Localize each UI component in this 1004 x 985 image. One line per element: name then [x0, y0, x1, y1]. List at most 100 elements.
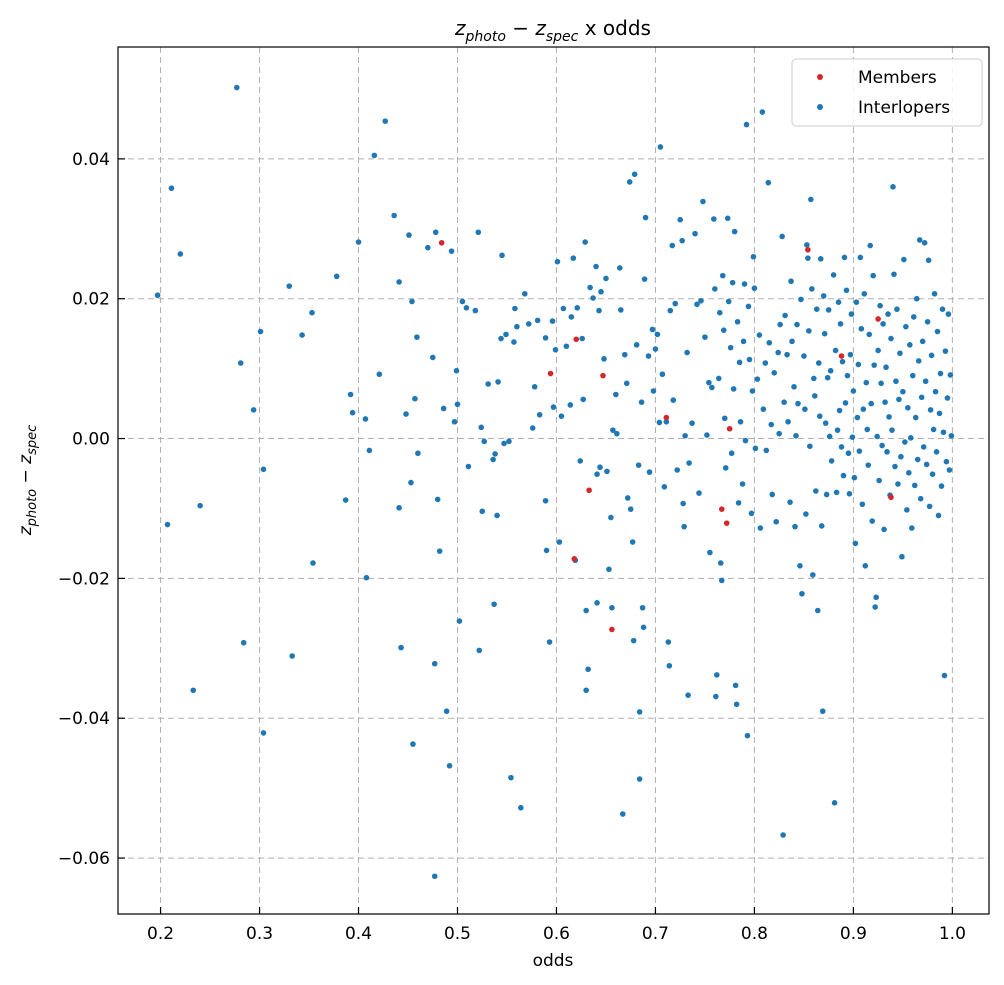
interloper-point: [529, 425, 536, 431]
interloper-point: [883, 364, 889, 371]
interloper-point: [432, 229, 439, 236]
interloper-point: [408, 479, 414, 486]
interloper-point: [606, 566, 612, 573]
interloper-point: [511, 339, 517, 345]
interloper-point: [809, 286, 815, 292]
interloper-point: [827, 367, 834, 374]
interloper-point: [512, 305, 518, 312]
interloper-point: [629, 539, 636, 545]
interloper-point: [582, 239, 588, 245]
interloper-point: [822, 420, 829, 426]
interloper-point: [808, 196, 814, 203]
interloper-point: [849, 434, 856, 440]
interloper-point: [260, 730, 267, 736]
interloper-point: [403, 411, 409, 417]
interloper-point: [835, 299, 842, 306]
interloper-point: [868, 400, 875, 407]
interloper-point: [508, 774, 514, 781]
interloper-point: [885, 311, 891, 317]
interloper-point: [333, 273, 340, 280]
interloper-point: [729, 279, 736, 286]
interloper-point: [448, 248, 455, 254]
interloper-point: [666, 662, 673, 669]
x-tick-label: 0.7: [642, 924, 669, 944]
interloper-point: [702, 334, 708, 340]
interloper-point: [712, 286, 718, 292]
interloper-point: [913, 295, 920, 302]
interloper-point: [310, 560, 316, 566]
interloper-point: [680, 500, 686, 507]
interloper-point: [465, 463, 472, 470]
interloper-point: [698, 298, 704, 304]
interloper-point: [286, 283, 293, 289]
interloper-point: [831, 800, 838, 806]
interloper-point: [870, 272, 876, 279]
interloper-point: [838, 444, 845, 450]
interloper-point: [802, 406, 808, 412]
interloper-point: [656, 419, 663, 426]
interloper-point: [476, 647, 483, 654]
interloper-point: [897, 350, 903, 357]
interloper-point: [866, 331, 873, 338]
interloper-point: [781, 399, 787, 405]
interloper-point: [938, 483, 945, 489]
interloper-point: [609, 604, 615, 611]
interloper-point: [851, 474, 858, 481]
interloper-point: [923, 461, 930, 468]
interloper-point: [861, 291, 868, 297]
member-point: [718, 506, 725, 512]
interloper-point: [443, 708, 450, 715]
interloper-point: [909, 372, 916, 379]
legend-label-interlopers: Interlopers: [858, 98, 950, 118]
interloper-point: [371, 152, 378, 159]
interloper-point: [792, 523, 798, 530]
interloper-point: [734, 318, 741, 325]
interloper-point: [594, 471, 600, 478]
y-tick-label: 0.04: [72, 150, 110, 170]
y-tick-label: −0.04: [58, 709, 110, 729]
interloper-point: [410, 741, 416, 747]
interloper-point: [550, 404, 557, 410]
interloper-point: [740, 338, 747, 345]
interloper-point: [787, 499, 793, 505]
y-tick-label: −0.06: [58, 849, 110, 869]
interloper-point: [826, 433, 833, 440]
interloper-point: [842, 400, 849, 406]
interloper-point: [409, 298, 415, 305]
interloper-point: [451, 418, 458, 425]
member-point: [875, 316, 881, 322]
interloper-point: [805, 255, 811, 261]
interloper-point: [475, 229, 482, 236]
interloper-point: [459, 298, 466, 305]
interloper-point: [934, 328, 941, 335]
interloper-point: [874, 433, 880, 440]
interloper-point: [355, 239, 362, 245]
interloper-point: [594, 600, 600, 606]
interloper-point: [682, 432, 688, 439]
interloper-point: [889, 427, 895, 433]
interloper-point: [431, 660, 438, 667]
interloper-point: [922, 378, 929, 385]
interloper-point: [886, 414, 892, 420]
interloper-point: [947, 372, 954, 378]
interloper-point: [844, 372, 851, 379]
member-point: [609, 626, 615, 633]
member-point: [723, 520, 730, 526]
interloper-point: [197, 502, 203, 509]
interloper-point: [777, 321, 783, 328]
x-tick-label: 0.9: [840, 924, 867, 944]
interloper-point: [879, 442, 885, 449]
interloper-point: [396, 279, 402, 285]
interloper-point: [895, 481, 901, 487]
interloper-point: [492, 451, 498, 457]
interloper-point: [583, 607, 589, 614]
interloper-point: [579, 335, 586, 342]
interloper-point: [546, 639, 553, 645]
interloper-point: [856, 448, 863, 454]
interloper-point: [759, 109, 766, 115]
interloper-point: [798, 296, 804, 303]
interloper-point: [456, 618, 463, 624]
interloper-point: [289, 653, 296, 659]
interloper-point: [936, 410, 943, 417]
interloper-point: [619, 811, 626, 817]
